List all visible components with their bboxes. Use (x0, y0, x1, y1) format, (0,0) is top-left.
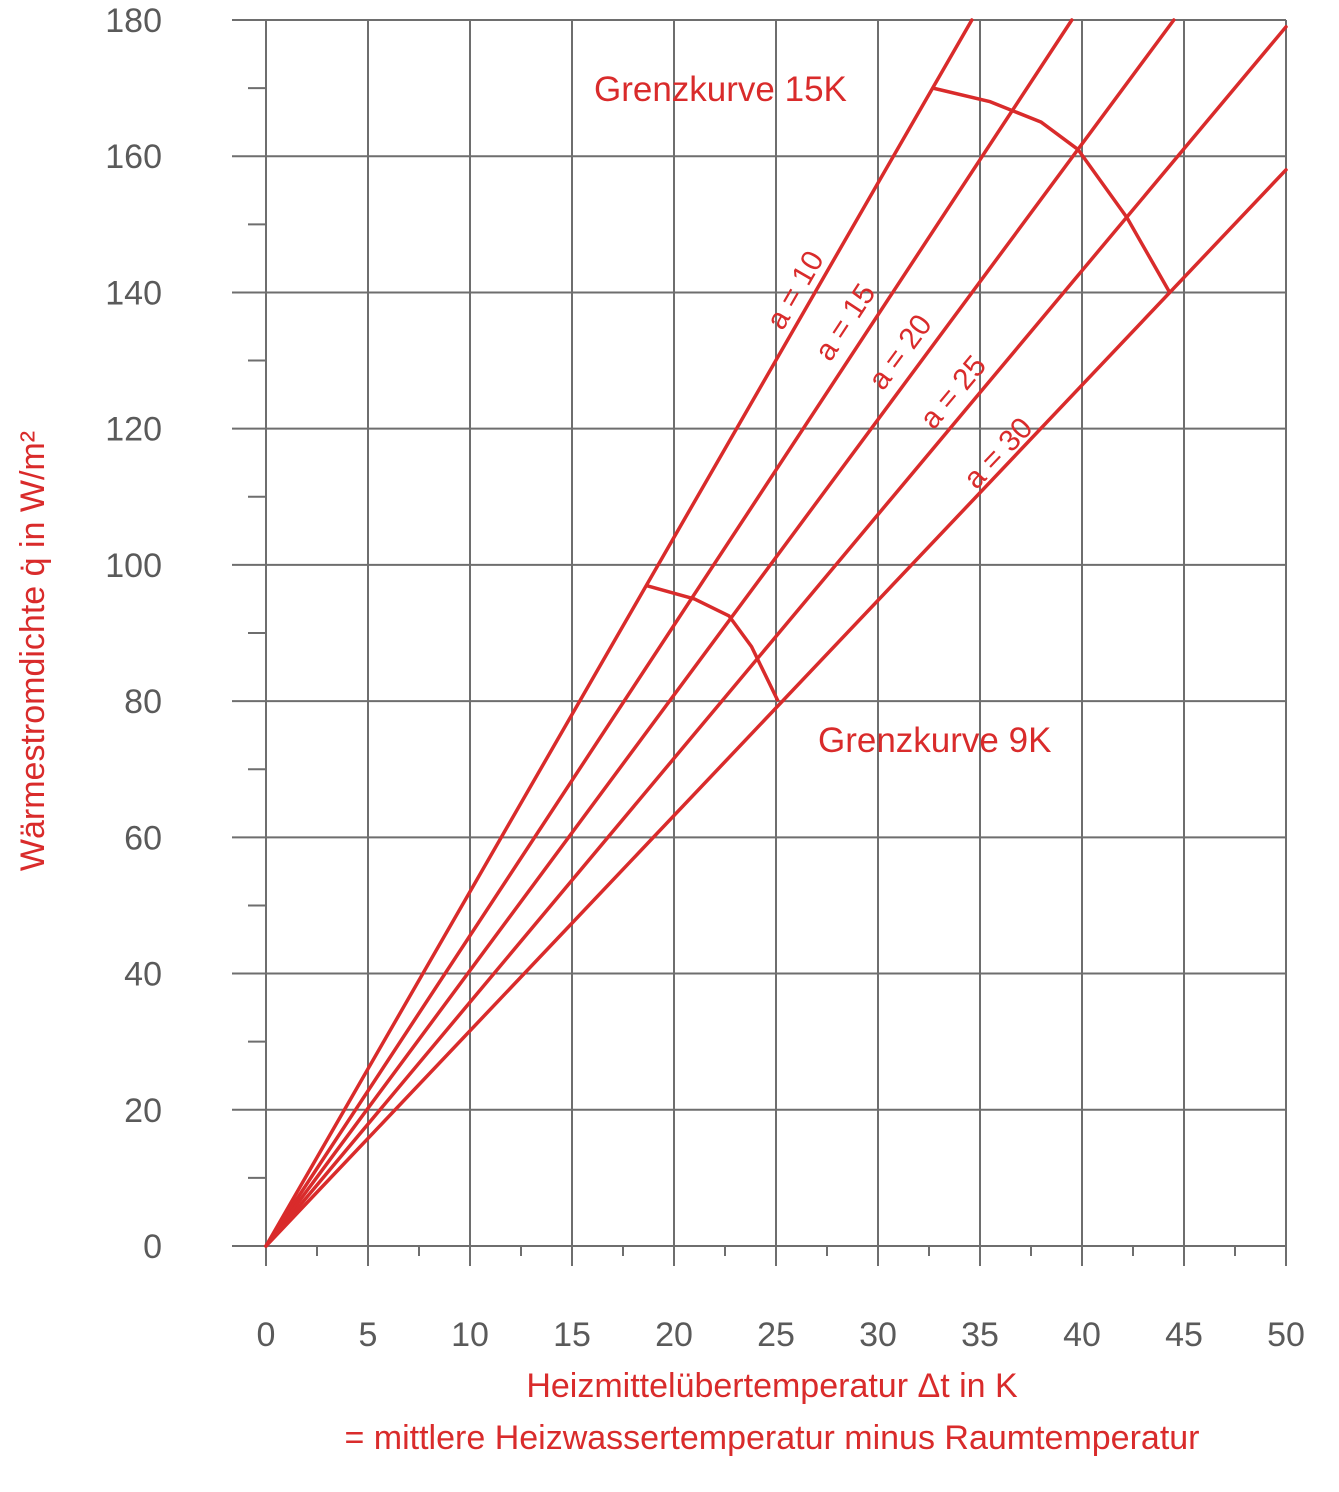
x-tick-label: 5 (359, 1316, 378, 1354)
y-axis-title: Wärmestromdichte q̇ in W/m² (14, 431, 52, 871)
y-tick-label: 20 (124, 1092, 162, 1130)
limit-curves (644, 86, 1172, 702)
limit-curve-label: Grenzkurve 9K (818, 721, 1051, 760)
x-tick-label: 50 (1267, 1316, 1305, 1354)
y-tick-label: 100 (105, 547, 162, 585)
x-tick-label: 45 (1165, 1316, 1203, 1354)
series-line (264, 18, 1176, 1248)
x-tick-label: 30 (859, 1316, 897, 1354)
x-tick-label: 25 (757, 1316, 795, 1354)
limit-curve-label: Grenzkurve 15K (594, 70, 847, 109)
series-lines (264, 18, 1288, 1248)
y-tick-label: 60 (124, 819, 162, 857)
series-label: a = 10 (760, 246, 831, 335)
y-tick-label: 180 (105, 2, 162, 40)
x-tick-label: 15 (553, 1316, 591, 1354)
limit-curve (644, 583, 780, 702)
grid (232, 19, 1287, 1266)
x-tick-label: 0 (257, 1316, 276, 1354)
limit-curve (932, 86, 1172, 294)
series-line (264, 168, 1288, 1248)
axis-ticks: 0 5 10 15 20 25 30 35 40 45 50 0 20 40 60 80 100 120 140 16… (105, 2, 1305, 1354)
x-tick-label: 40 (1063, 1316, 1101, 1354)
series-label: a = 30 (957, 411, 1039, 495)
x-tick-label: 20 (655, 1316, 693, 1354)
series-line (264, 18, 974, 1248)
y-tick-label: 140 (105, 274, 162, 312)
y-tick-label: 160 (105, 138, 162, 176)
x-tick-label: 35 (961, 1316, 999, 1354)
series-line (264, 18, 1074, 1248)
x-tick-label: 10 (451, 1316, 489, 1354)
y-tick-label: 120 (105, 411, 162, 449)
y-tick-label: 0 (143, 1228, 162, 1266)
y-tick-label: 40 (124, 956, 162, 994)
x-axis-title: Heizmittelübertemperatur Δt in K (526, 1367, 1018, 1405)
y-tick-label: 80 (124, 683, 162, 721)
series-line (264, 25, 1288, 1248)
x-axis-title-line2: = mittlere Heizwassertemperatur minus Ra… (344, 1419, 1199, 1457)
